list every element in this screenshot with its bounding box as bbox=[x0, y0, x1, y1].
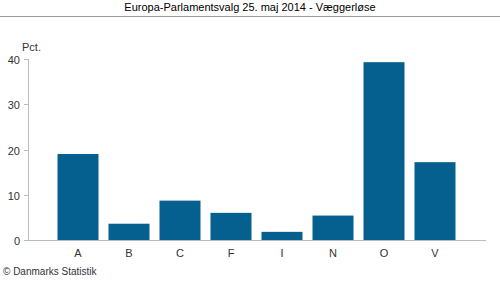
chart: Europa-Parlamentsvalg 25. maj 2014 - Væg… bbox=[0, 0, 500, 282]
y-tick-label: 10 bbox=[8, 190, 20, 202]
x-tick-label: B bbox=[125, 247, 132, 259]
y-axis bbox=[28, 59, 29, 240]
y-tick bbox=[24, 104, 28, 105]
bar bbox=[58, 154, 99, 240]
title: Europa-Parlamentsvalg 25. maj 2014 - Væg… bbox=[124, 1, 375, 13]
x-tick-label: N bbox=[329, 247, 337, 259]
title-rule bbox=[0, 16, 500, 17]
bar bbox=[211, 213, 252, 240]
y-tick bbox=[24, 59, 28, 60]
y-tick bbox=[24, 150, 28, 151]
bar bbox=[262, 232, 303, 240]
bar bbox=[160, 201, 201, 240]
bar bbox=[109, 224, 150, 240]
background bbox=[0, 0, 500, 282]
x-tick-label: V bbox=[431, 247, 439, 259]
x-tick-label: C bbox=[176, 247, 184, 259]
y-tick-label: 20 bbox=[8, 145, 20, 157]
y-tick bbox=[24, 240, 28, 241]
bars bbox=[58, 62, 456, 240]
x-tick-label: O bbox=[380, 247, 389, 259]
x-axis bbox=[28, 240, 486, 241]
x-tick-label: F bbox=[228, 247, 235, 259]
y-tick-label: 0 bbox=[14, 235, 20, 247]
x-tick-label: I bbox=[280, 247, 283, 259]
y-tick-label: 40 bbox=[8, 54, 20, 66]
bar bbox=[313, 216, 354, 240]
bar bbox=[415, 162, 456, 240]
source: © Danmarks Statistik bbox=[3, 266, 98, 277]
y-tick-label: 30 bbox=[8, 99, 20, 111]
bar bbox=[364, 62, 405, 240]
x-tick-label: A bbox=[74, 247, 82, 259]
y-tick bbox=[24, 195, 28, 196]
y-axis-label: Pct. bbox=[22, 41, 41, 53]
